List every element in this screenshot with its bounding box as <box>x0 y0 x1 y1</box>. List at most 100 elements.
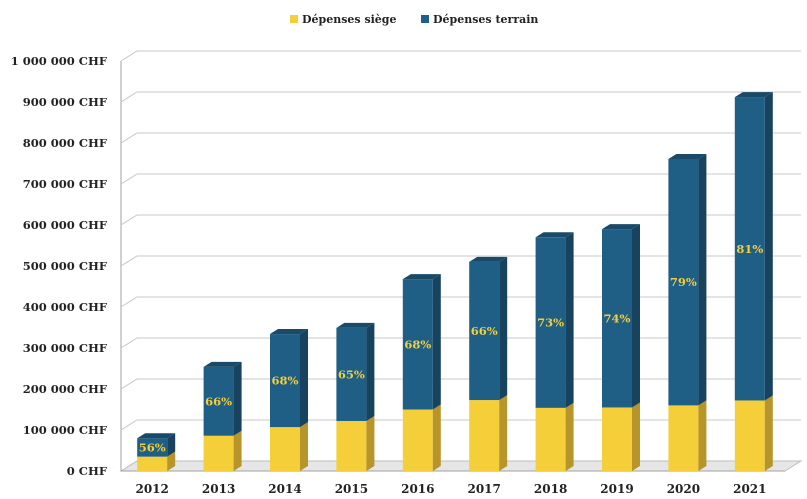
y-tick-label: 800 000 CHF <box>23 136 108 150</box>
bar-segment-terrain <box>469 261 500 401</box>
x-tick-label: 2014 <box>268 482 301 496</box>
gridline <box>120 337 801 349</box>
bar-side <box>366 415 375 471</box>
bar-top <box>469 256 508 262</box>
data-label: 19% <box>736 429 763 443</box>
bar-segment-siege <box>469 400 500 471</box>
gridline <box>120 296 801 308</box>
data-label: 32% <box>272 442 299 456</box>
bar-segment-siege <box>270 427 300 471</box>
bar-side <box>632 224 640 408</box>
data-label: 34% <box>471 429 498 443</box>
y-tick-label: 300 000 CHF <box>23 341 108 355</box>
x-tick-label: 2013 <box>202 482 235 496</box>
bar-top <box>137 433 176 439</box>
bar-group-2015: 35% 65% <box>336 322 375 471</box>
bar-group-2021: 19% 81% <box>734 92 773 471</box>
bar-segment-terrain <box>535 237 566 408</box>
bar-segment-siege <box>402 409 433 471</box>
y-tick-label: 600 000 CHF <box>23 218 108 232</box>
bar-top <box>602 224 640 230</box>
bar-group-2012: 44%56% <box>137 433 176 471</box>
bar-side <box>167 451 176 471</box>
data-label: 66% <box>205 394 232 408</box>
bar-group-2019: 26% 74% <box>602 224 640 471</box>
bar-segment-terrain <box>203 366 234 436</box>
bar-side <box>764 395 773 471</box>
bar-group-2013: 34% 66% <box>203 361 242 471</box>
gridline <box>120 419 801 431</box>
data-label: 66% <box>471 324 498 338</box>
gridline <box>120 255 801 267</box>
x-tick-label: 2015 <box>335 482 368 496</box>
data-label: 74% <box>604 311 631 325</box>
gridline <box>120 50 801 62</box>
bar-side <box>233 361 242 436</box>
bar-side <box>698 153 707 406</box>
bar-side <box>366 322 375 421</box>
y-tick-label: 400 000 CHF <box>23 300 108 314</box>
bar-side <box>167 433 176 457</box>
gridline <box>120 378 801 390</box>
bar-group-2018: 27% 73% <box>535 232 574 471</box>
gridline <box>120 173 801 185</box>
bar-segment-siege <box>734 400 765 471</box>
gridlines <box>120 50 801 471</box>
gridline <box>120 91 801 103</box>
bar-segment-siege <box>336 420 367 471</box>
data-label: 34% <box>205 446 232 460</box>
bar-side <box>565 232 574 408</box>
bar-top <box>203 361 242 367</box>
bar-top <box>402 274 441 280</box>
legend-entry: Dépenses terrain <box>433 13 538 26</box>
bar-side <box>764 92 773 401</box>
bar-segment-siege <box>602 407 632 471</box>
data-label: 26% <box>604 432 631 446</box>
x-tick-label: 2016 <box>401 482 434 496</box>
data-label: 68% <box>404 337 431 351</box>
bar-top <box>336 322 375 328</box>
bar-top <box>270 329 308 335</box>
legend-swatch <box>290 15 298 23</box>
data-label: 21% <box>670 431 697 445</box>
gridline <box>120 214 801 226</box>
bar-side <box>698 400 707 471</box>
y-tick-label: 0 CHF <box>67 464 108 478</box>
data-label: 65% <box>338 367 365 381</box>
bar-side <box>432 404 441 471</box>
bar-group-2017: 34% 66% <box>469 256 508 471</box>
x-tick-label: 2018 <box>534 482 567 496</box>
bars: 44%56% 34%66%32%68%35%65%32%68%34%66%27%7… <box>137 92 773 471</box>
y-tick-label: 500 000 CHF <box>23 259 108 273</box>
bar-top <box>668 153 707 159</box>
bar-group-2016: 32% 68% <box>402 274 441 471</box>
legend-swatch <box>421 15 429 23</box>
bar-segment-terrain <box>402 279 433 410</box>
bar-segment-terrain <box>137 438 168 457</box>
data-label: 68% <box>272 374 299 388</box>
x-tick-label: 2019 <box>600 482 633 496</box>
y-tick-label: 700 000 CHF <box>23 177 108 191</box>
y-tick-label: 900 000 CHF <box>23 95 108 109</box>
x-tick-label: 2021 <box>733 482 766 496</box>
x-tick-label: 2012 <box>135 482 168 496</box>
bar-side <box>499 395 508 471</box>
bar-segment-terrain <box>734 97 765 401</box>
y-tick-label: 1 000 000 CHF <box>11 54 108 68</box>
legend: Dépenses siège Dépenses terrain <box>290 13 538 26</box>
x-axis-ticks: 2012 2013 2014 2015 2016 2017 2018 2019 2020 2021 <box>135 482 766 496</box>
bar-segment-siege <box>668 405 699 471</box>
x-tick-label: 2020 <box>667 482 700 496</box>
y-tick-label: 200 000 CHF <box>23 382 108 396</box>
data-label: 32% <box>404 433 431 447</box>
y-tick-label: 100 000 CHF <box>23 423 108 437</box>
bar-segment-terrain <box>270 334 300 428</box>
bar-group-2020: 21% 79% <box>668 153 707 471</box>
data-label: 27% <box>537 432 564 446</box>
gridline <box>120 132 801 144</box>
data-label: 79% <box>670 275 697 289</box>
bar-side <box>300 329 308 428</box>
x-tick-label: 2017 <box>467 482 500 496</box>
bar-top <box>734 92 773 98</box>
data-label: 44% <box>139 457 166 471</box>
